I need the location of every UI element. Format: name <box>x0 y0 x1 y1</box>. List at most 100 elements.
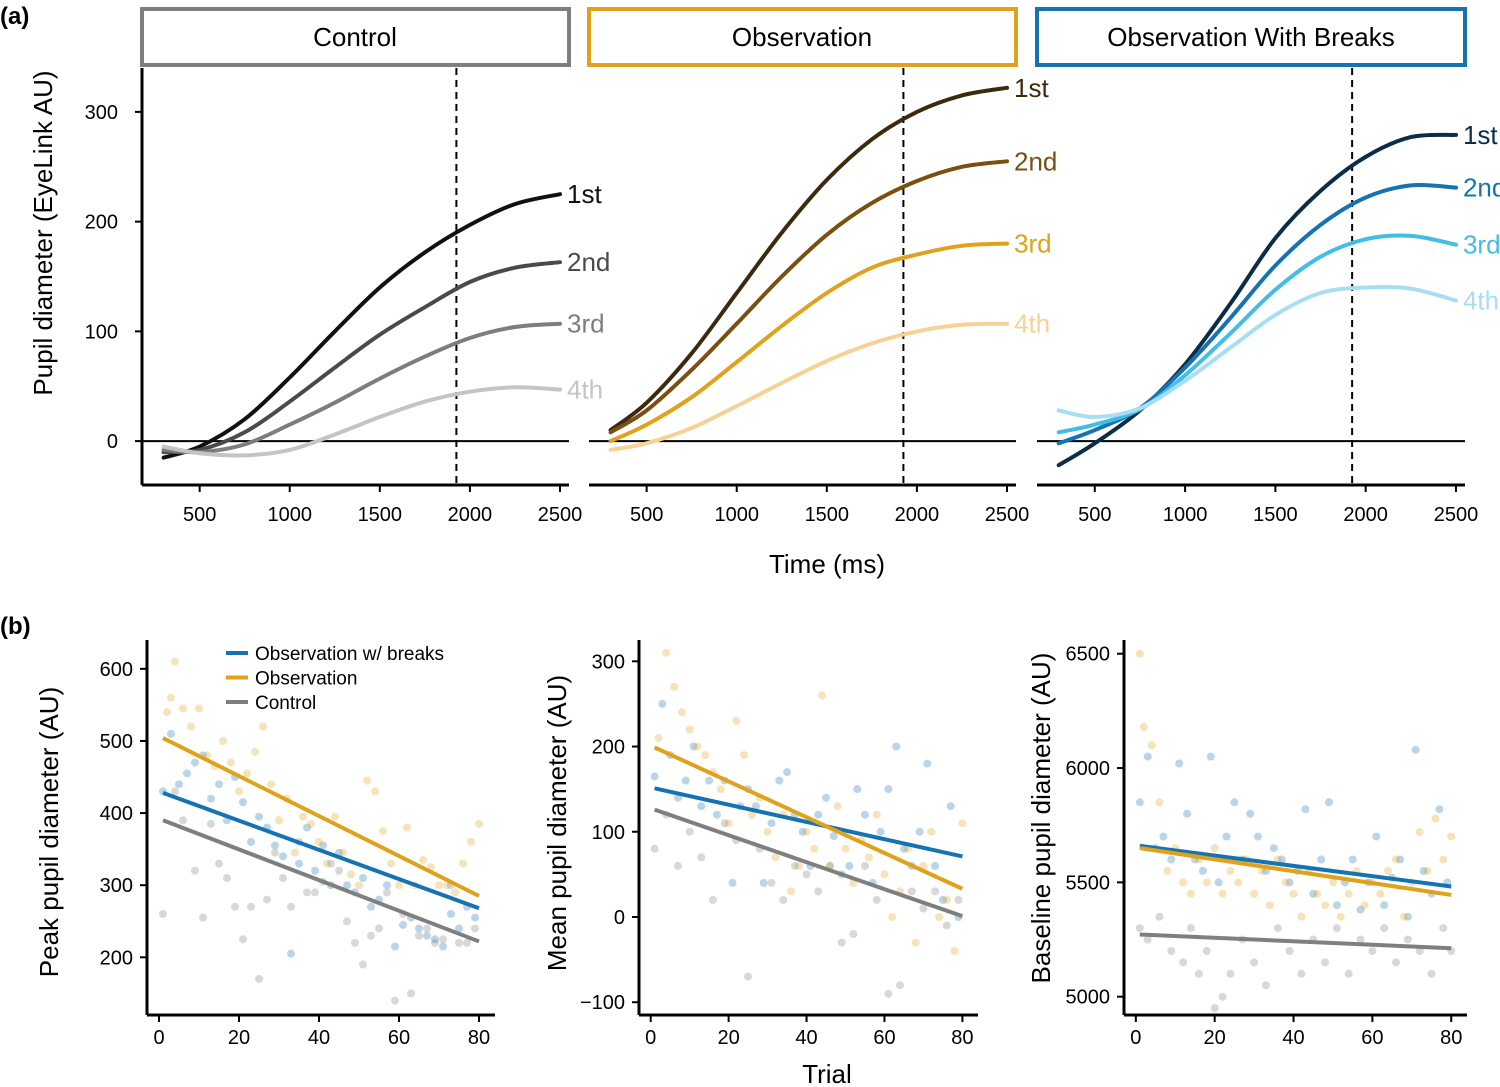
data-point <box>1313 889 1322 898</box>
data-point <box>900 844 908 853</box>
data-point <box>1202 947 1211 955</box>
data-point <box>1419 866 1428 875</box>
data-point <box>1368 947 1377 955</box>
data-point <box>163 708 171 717</box>
data-point <box>1380 901 1389 910</box>
data-point <box>798 827 807 836</box>
data-point <box>383 881 391 890</box>
data-point <box>1396 855 1404 864</box>
data-point <box>1411 745 1420 754</box>
data-point <box>1423 866 1432 875</box>
y-tick-label: 300 <box>100 875 133 897</box>
data-point <box>363 776 371 785</box>
data-point <box>247 837 255 846</box>
data-point <box>267 780 275 789</box>
series-line-4th <box>161 385 562 458</box>
data-point <box>919 904 928 913</box>
data-point <box>219 737 227 745</box>
data-point <box>923 759 932 768</box>
fit-line <box>653 745 964 891</box>
x-tick-label: 2500 <box>1434 504 1479 526</box>
data-point <box>279 874 287 882</box>
data-point <box>319 841 327 850</box>
data-point <box>1135 924 1144 933</box>
series-line-4th <box>1056 284 1458 420</box>
data-point <box>255 974 263 983</box>
data-point <box>459 859 467 868</box>
chart-breaks: Observation With Breaks 500 1000 1500 2000 2… <box>1035 7 1500 526</box>
data-point <box>872 895 881 904</box>
data-point <box>1435 805 1444 814</box>
series-line-1st <box>161 192 562 460</box>
data-point <box>1439 924 1448 933</box>
x-axis-label-time: Time (ms) <box>769 549 885 579</box>
data-point <box>1360 901 1369 910</box>
data-point <box>915 827 924 836</box>
data-point <box>1187 889 1195 898</box>
fit-line <box>1139 932 1452 951</box>
data-point <box>818 691 827 700</box>
data-point <box>654 734 663 742</box>
data-point <box>271 848 279 857</box>
x-axis-label-trial: Trial <box>802 1059 852 1087</box>
data-point <box>299 812 307 821</box>
fit-line <box>653 807 964 919</box>
panel-label-b: (b) <box>0 613 31 640</box>
data-point <box>677 708 686 717</box>
data-point <box>872 810 881 819</box>
data-point <box>763 827 772 836</box>
data-point <box>779 895 788 904</box>
data-point <box>1258 866 1266 875</box>
data-point <box>693 742 702 751</box>
series-label-4th: 4th <box>1463 286 1499 316</box>
data-point <box>371 787 379 796</box>
legend: Observation w/ breaks Observation Control <box>226 644 444 714</box>
x-tick-label: 500 <box>183 504 216 526</box>
data-point <box>1289 889 1298 898</box>
x-tick-label: 80 <box>1440 1027 1462 1049</box>
data-point <box>287 949 295 958</box>
data-point <box>931 861 940 870</box>
data-point <box>841 844 850 853</box>
data-point <box>1372 832 1381 841</box>
data-point <box>323 859 331 868</box>
data-point <box>958 819 967 828</box>
y-tick-label: 600 <box>100 659 133 681</box>
data-point <box>1218 992 1227 1001</box>
x-tick-label: 40 <box>1282 1027 1304 1049</box>
data-point <box>822 793 830 802</box>
chart-mean: Mean pupil diameter (AU) Trial 0 20 40 60 80… <box>542 640 978 1087</box>
y-tick-label: 5500 <box>1066 872 1111 894</box>
plot-breaks: 500 1000 1500 2000 2500 1st 2nd 3rd 4th <box>1037 68 1500 526</box>
data-point <box>415 924 423 933</box>
data-point <box>475 819 483 828</box>
chart-peak: Peak pupil diameter (AU) 0 20 40 60 80 200 300… <box>34 640 495 1049</box>
data-point <box>1250 889 1259 898</box>
data-point <box>471 924 479 933</box>
data-point <box>1399 912 1408 921</box>
data-point <box>1167 947 1176 955</box>
data-point <box>1415 947 1424 955</box>
data-point <box>307 819 315 828</box>
data-point <box>670 682 679 691</box>
data-point <box>1356 905 1365 914</box>
x-tick-label: 0 <box>153 1027 164 1049</box>
data-point <box>179 816 187 825</box>
data-point <box>303 888 311 897</box>
data-point <box>1214 878 1223 887</box>
y-tick-label: 0 <box>107 431 118 453</box>
data-point <box>1439 855 1448 864</box>
data-point <box>1155 912 1164 921</box>
data-point <box>861 810 869 819</box>
y-axis-label-peak: Peak pupil diameter (AU) <box>34 687 64 977</box>
data-point <box>375 924 383 933</box>
data-point <box>705 776 714 785</box>
data-point <box>275 816 283 825</box>
data-point <box>1143 752 1152 761</box>
data-point <box>183 769 191 778</box>
fit-line <box>654 786 963 859</box>
data-point <box>884 785 893 794</box>
data-point <box>343 917 351 926</box>
data-point <box>359 874 367 882</box>
data-point <box>367 931 375 940</box>
